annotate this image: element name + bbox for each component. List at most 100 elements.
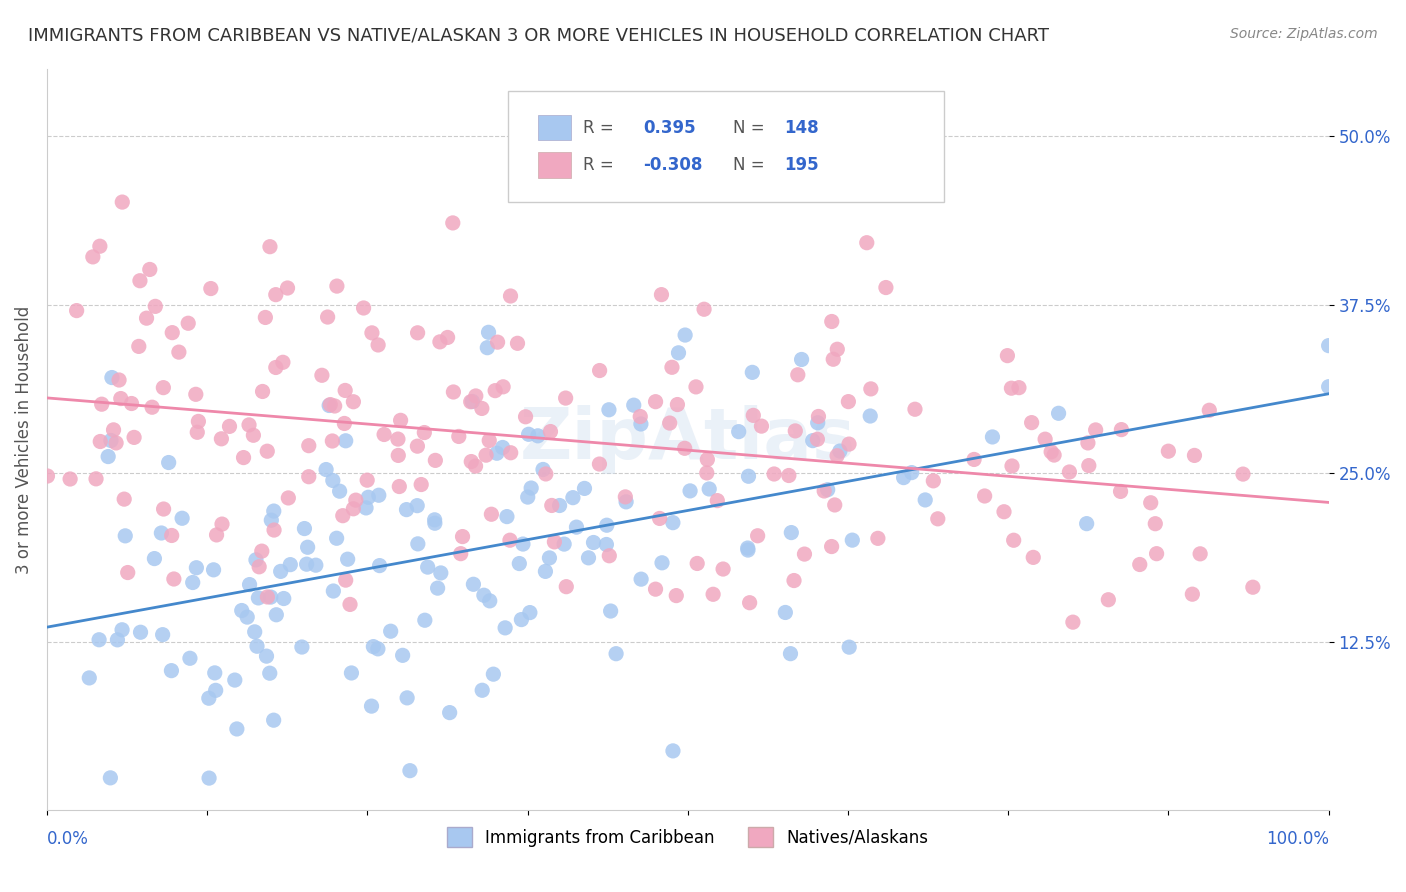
Point [209,432,232,446]
Point [291,640,314,654]
Point [472,588,495,602]
Point [256,649,278,664]
Point [447,429,470,443]
Point [425,453,447,467]
Point [1139,496,1161,510]
Point [218,419,240,434]
Point [775,606,797,620]
Point [534,467,557,481]
Point [450,547,472,561]
Point [827,343,849,357]
Point [367,488,389,502]
Point [464,389,486,403]
Point [430,566,453,580]
Point [387,449,409,463]
Point [37,469,59,483]
Point [167,345,190,359]
Point [163,572,186,586]
Point [662,516,685,530]
Point [1022,550,1045,565]
Point [224,673,246,687]
Point [506,336,529,351]
Point [270,565,292,579]
Point [204,683,226,698]
Point [538,550,561,565]
Point [271,355,294,369]
Point [406,499,429,513]
Point [373,427,395,442]
FancyBboxPatch shape [538,115,571,141]
Point [981,430,1004,444]
Point [121,396,143,410]
Point [662,744,685,758]
Point [295,557,318,571]
Point [406,537,429,551]
Point [205,528,228,542]
Point [259,240,281,254]
Point [574,482,596,496]
Point [246,639,269,653]
Point [595,537,617,551]
Point [1317,380,1340,394]
Point [198,691,221,706]
Point [357,490,380,504]
Point [356,473,378,487]
Point [1077,458,1099,473]
Point [231,603,253,617]
Point [238,417,260,432]
Point [499,446,522,460]
Point [97,450,120,464]
Point [110,392,132,406]
Point [461,394,484,409]
Point [254,310,277,325]
Point [668,346,690,360]
Point [793,547,815,561]
Point [111,195,134,210]
Point [247,591,270,605]
Point [200,281,222,295]
Point [318,399,340,413]
Point [360,699,382,714]
Point [143,551,166,566]
Point [973,489,995,503]
Point [340,665,363,680]
Point [1146,547,1168,561]
Point [790,352,813,367]
Point [515,409,537,424]
Point [859,382,882,396]
Point [1109,484,1132,499]
Point [441,216,464,230]
Point [666,398,689,412]
Point [519,606,541,620]
Point [783,574,806,588]
Point [763,467,786,481]
Point [623,398,645,412]
Point [824,498,846,512]
Point [697,482,720,496]
Point [114,529,136,543]
Point [1008,381,1031,395]
Point [252,384,274,399]
Text: Source: ZipAtlas.com: Source: ZipAtlas.com [1230,27,1378,41]
Point [596,518,619,533]
Point [471,683,494,698]
Point [737,541,759,555]
Point [129,274,152,288]
FancyBboxPatch shape [509,91,943,202]
Point [702,587,724,601]
Point [779,647,801,661]
Point [232,450,254,465]
Point [294,522,316,536]
Point [242,428,264,442]
Point [893,470,915,484]
Point [143,299,166,313]
Point [565,520,588,534]
Point [117,566,139,580]
Point [520,481,543,495]
Point [820,540,842,554]
Point [150,526,173,541]
Point [396,690,419,705]
Text: IMMIGRANTS FROM CARIBBEAN VS NATIVE/ALASKAN 3 OR MORE VEHICLES IN HOUSEHOLD CORR: IMMIGRANTS FROM CARIBBEAN VS NATIVE/ALAS… [28,27,1049,45]
Point [540,499,562,513]
Point [177,316,200,330]
